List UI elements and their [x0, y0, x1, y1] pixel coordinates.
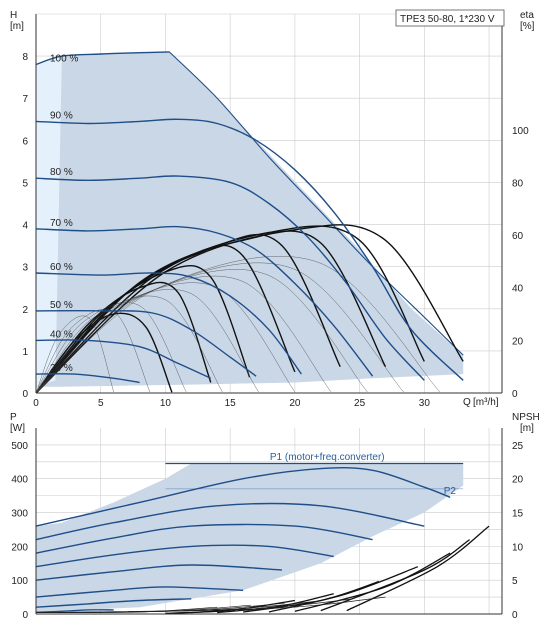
x-tick-label: 20 [289, 398, 301, 409]
x-tick-label: 0 [33, 398, 39, 409]
power-curve [35, 502, 425, 541]
x-tick-label: 10 [160, 398, 172, 409]
qh-curve-label: 80 % [50, 167, 73, 178]
y-tick-label: 4 [22, 221, 28, 232]
y-tick-label: 7 [22, 94, 28, 105]
y-tick-label: 1 [22, 347, 28, 358]
y-axis-label-power: P [10, 412, 17, 423]
chart-title: TPE3 50-80, 1*230 V [400, 14, 495, 25]
qh-curve [35, 118, 464, 381]
npsh-curve [268, 566, 419, 613]
efficiency-lattice-line [35, 275, 332, 394]
y2-tick-label: 20 [512, 336, 524, 347]
efficiency-lattice-line [35, 262, 404, 394]
qh-curve [35, 310, 257, 377]
power-curve [35, 544, 334, 568]
qh-curve [35, 339, 212, 379]
power-region [36, 463, 464, 613]
y-axis-unit-head: [m] [10, 21, 24, 32]
head-curve-plot: 100 % 90 % 80 % 70 % 60 % 50 % 40 % 24 % 0 1 2 3 4 5 6… [22, 13, 529, 409]
y2-axis-label-npsh: NPSH [512, 412, 540, 423]
y-tick-label: 5 [22, 178, 28, 189]
qh-curve [35, 225, 374, 377]
y-tick-label: 8 [22, 52, 28, 63]
x-tick-label: 15 [225, 398, 237, 409]
efficiency-lattice-line [35, 256, 441, 394]
qh-curve [35, 175, 425, 381]
light-region [36, 56, 62, 387]
npsh-curve [346, 525, 490, 612]
qh-curve-label: 70 % [50, 218, 73, 229]
y-tick-label: 100 [11, 576, 28, 587]
efficiency-lattice-line [35, 302, 187, 394]
chart-title-box: TPE3 50-80, 1*230 V [395, 9, 505, 27]
y2-tick-label: 60 [512, 231, 524, 242]
y2-tick-label: 15 [512, 509, 524, 520]
x-tick-label: 25 [354, 398, 366, 409]
y2-axis-unit-eta: [%] [520, 21, 535, 32]
x-axis-label: Q [463, 397, 471, 408]
power-curve [35, 609, 114, 613]
y-tick-label: 500 [11, 441, 28, 452]
y2-tick-label: 25 [512, 441, 524, 452]
y2-axis-label-eta: eta [520, 10, 534, 21]
x-axis-unit: [m³/h] [473, 397, 499, 408]
y-tick-label: 3 [22, 263, 28, 274]
qh-curve-label: 24 % [50, 363, 73, 374]
p2-label: P2 [444, 486, 457, 497]
y-tick-label: 400 [11, 475, 28, 486]
x-tick-label: 5 [98, 398, 104, 409]
y2-tick-label: 20 [512, 475, 524, 486]
qh-curve-label: 90 % [50, 110, 73, 121]
y-tick-label: 0 [22, 389, 28, 400]
efficiency-lattice-line [35, 295, 223, 394]
y2-tick-label: 100 [512, 126, 529, 137]
max-curve-edge [168, 51, 464, 356]
y2-tick-label: 80 [512, 178, 524, 189]
power-curve [35, 598, 192, 608]
power-curve-plot: P1 (motor+freq.converter)P20100200300400… [11, 428, 524, 621]
npsh-curve [294, 552, 451, 612]
y-tick-label: 2 [22, 305, 28, 316]
power-curve [35, 564, 282, 581]
qh-curve [35, 373, 140, 384]
qh-curve [35, 51, 170, 66]
y-tick-label: 0 [22, 610, 28, 621]
y2-tick-label: 0 [512, 610, 518, 621]
y2-tick-label: 0 [512, 389, 518, 400]
efficiency-lattice-line [35, 269, 368, 394]
y-axis-unit-power: [W] [10, 423, 25, 434]
y2-axis-unit-npsh: [m] [520, 423, 534, 434]
y2-tick-label: 5 [512, 576, 518, 587]
npsh-base-line [35, 596, 386, 613]
efficiency-lattice-line [35, 282, 296, 394]
y2-tick-label: 10 [512, 542, 524, 553]
power-curve [35, 467, 451, 527]
y2-tick-label: 40 [512, 284, 524, 295]
qh-curve-label: 100 % [50, 54, 78, 65]
x-tick-label: 30 [419, 398, 431, 409]
y-tick-label: 300 [11, 509, 28, 520]
efficiency-lattice-line [35, 289, 259, 394]
npsh-curve [217, 593, 334, 614]
qh-curve-label: 40 % [50, 329, 73, 340]
power-curve [35, 523, 373, 554]
y-axis-label-head: H [10, 10, 17, 21]
efficiency-curve [35, 225, 425, 394]
p1-label: P1 (motor+freq.converter) [270, 452, 385, 463]
y-tick-label: 200 [11, 542, 28, 553]
power-curve [35, 586, 244, 598]
efficiency-lattice-line [35, 315, 114, 394]
qh-curve-label: 50 % [50, 300, 73, 311]
efficiency-curve [35, 224, 464, 394]
qh-curve [35, 272, 302, 375]
qh-curve-label: 60 % [50, 262, 73, 273]
y-tick-label: 6 [22, 136, 28, 147]
